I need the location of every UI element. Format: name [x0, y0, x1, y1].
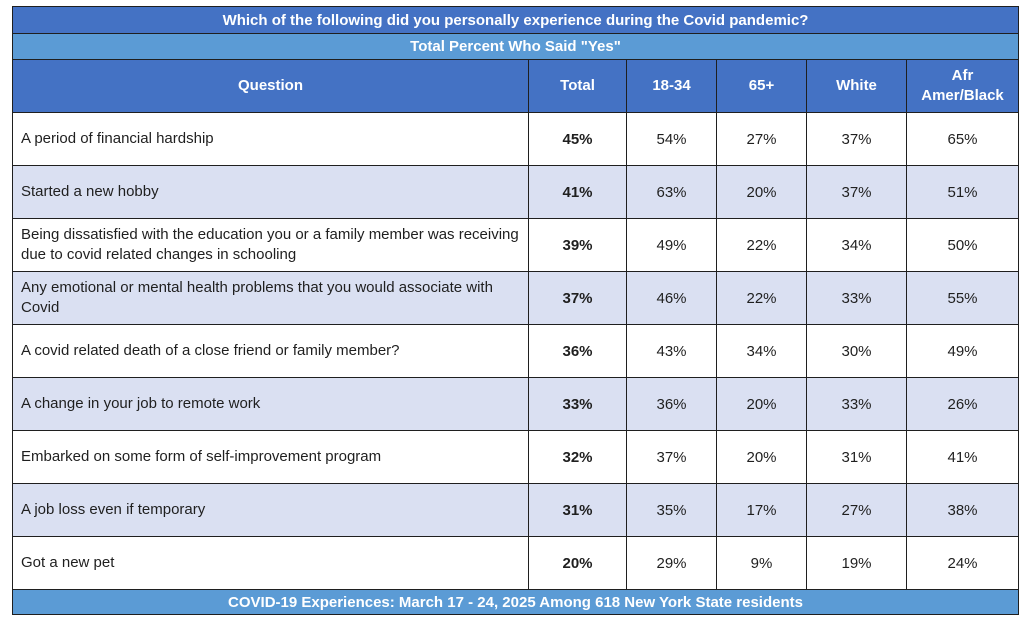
value-cell-age-18-34: 35%	[626, 483, 717, 537]
value-cell-white: 19%	[806, 536, 907, 590]
value-cell-age-18-34: 37%	[626, 430, 717, 484]
value-cell-total: 39%	[528, 218, 627, 272]
value-cell-age-18-34: 63%	[626, 165, 717, 219]
value-cell-white: 37%	[806, 112, 907, 166]
table-title: Which of the following did you personall…	[11, 6, 1020, 34]
value-cell-total: 37%	[528, 271, 627, 325]
survey-table: Which of the following did you personall…	[11, 6, 1020, 615]
column-header-white: White	[806, 59, 907, 113]
table-row: A period of financial hardship 45% 54% 27% 3…	[12, 112, 1020, 166]
table-row: A change in your job to remote work 33% 36…	[12, 377, 1020, 431]
value-cell-white: 33%	[806, 271, 907, 325]
table-row: Being dissatisfied with the education yo…	[12, 218, 1020, 272]
question-cell: A change in your job to remote work	[12, 377, 529, 431]
value-cell-age-65-plus: 34%	[716, 324, 807, 378]
value-cell-age-65-plus: 17%	[716, 483, 807, 537]
value-cell-afr-amer-black: 24%	[905, 536, 1020, 590]
column-header-age-18-34: 18-34	[626, 59, 717, 113]
survey-table-container: Which of the following did you personall…	[11, 6, 1020, 615]
question-cell: A job loss even if temporary	[12, 483, 529, 537]
value-cell-white: 31%	[806, 430, 907, 484]
value-cell-age-18-34: 43%	[626, 324, 717, 378]
table-row: Any emotional or mental health problems …	[12, 271, 1020, 325]
footer-row: COVID-19 Experiences: March 17 - 24, 202…	[11, 589, 1020, 615]
value-cell-age-18-34: 36%	[626, 377, 717, 431]
value-cell-age-65-plus: 27%	[716, 112, 807, 166]
value-cell-white: 30%	[806, 324, 907, 378]
column-header-total: Total	[528, 59, 627, 113]
table-row: Got a new pet 20% 29% 9% 19% 24%	[12, 536, 1020, 590]
value-cell-age-65-plus: 22%	[716, 218, 807, 272]
value-cell-age-18-34: 49%	[626, 218, 717, 272]
value-cell-total: 32%	[528, 430, 627, 484]
value-cell-age-65-plus: 20%	[716, 430, 807, 484]
value-cell-total: 41%	[528, 165, 627, 219]
table-row: Embarked on some form of self-improvemen…	[12, 430, 1020, 484]
value-cell-afr-amer-black: 41%	[905, 430, 1020, 484]
column-header-row: Question Total 18-34 65+ White Afr Amer/Black	[12, 59, 1020, 113]
question-cell: Embarked on some form of self-improvemen…	[12, 430, 529, 484]
value-cell-afr-amer-black: 38%	[905, 483, 1020, 537]
value-cell-afr-amer-black: 49%	[905, 324, 1020, 378]
table-row: A job loss even if temporary 31% 35% 17% 27%…	[12, 483, 1020, 537]
value-cell-total: 31%	[528, 483, 627, 537]
value-cell-total: 20%	[528, 536, 627, 590]
value-cell-age-65-plus: 20%	[716, 165, 807, 219]
value-cell-afr-amer-black: 50%	[905, 218, 1020, 272]
question-cell: A period of financial hardship	[12, 112, 529, 166]
table-footer: COVID-19 Experiences: March 17 - 24, 202…	[11, 589, 1020, 615]
value-cell-afr-amer-black: 65%	[905, 112, 1020, 166]
value-cell-afr-amer-black: 55%	[905, 271, 1020, 325]
value-cell-white: 27%	[806, 483, 907, 537]
question-cell: Started a new hobby	[12, 165, 529, 219]
value-cell-total: 45%	[528, 112, 627, 166]
column-header-question: Question	[12, 59, 529, 113]
value-cell-total: 36%	[528, 324, 627, 378]
value-cell-age-18-34: 46%	[626, 271, 717, 325]
value-cell-white: 33%	[806, 377, 907, 431]
value-cell-age-65-plus: 22%	[716, 271, 807, 325]
value-cell-age-18-34: 54%	[626, 112, 717, 166]
value-cell-age-18-34: 29%	[626, 536, 717, 590]
table-subtitle: Total Percent Who Said "Yes"	[11, 33, 1020, 60]
column-header-age-65-plus: 65+	[716, 59, 807, 113]
value-cell-afr-amer-black: 51%	[905, 165, 1020, 219]
value-cell-white: 37%	[806, 165, 907, 219]
subtitle-row: Total Percent Who Said "Yes"	[11, 33, 1020, 60]
value-cell-age-65-plus: 20%	[716, 377, 807, 431]
question-cell: Got a new pet	[12, 536, 529, 590]
table-row: Started a new hobby 41% 63% 20% 37% 51%	[12, 165, 1020, 219]
question-cell: Any emotional or mental health problems …	[12, 271, 529, 325]
column-header-afr-amer-black: Afr Amer/Black	[905, 59, 1020, 113]
value-cell-white: 34%	[806, 218, 907, 272]
table-row: A covid related death of a close friend …	[12, 324, 1020, 378]
value-cell-afr-amer-black: 26%	[905, 377, 1020, 431]
value-cell-age-65-plus: 9%	[716, 536, 807, 590]
title-row: Which of the following did you personall…	[11, 6, 1020, 34]
value-cell-total: 33%	[528, 377, 627, 431]
question-cell: Being dissatisfied with the education yo…	[12, 218, 529, 272]
question-cell: A covid related death of a close friend …	[12, 324, 529, 378]
